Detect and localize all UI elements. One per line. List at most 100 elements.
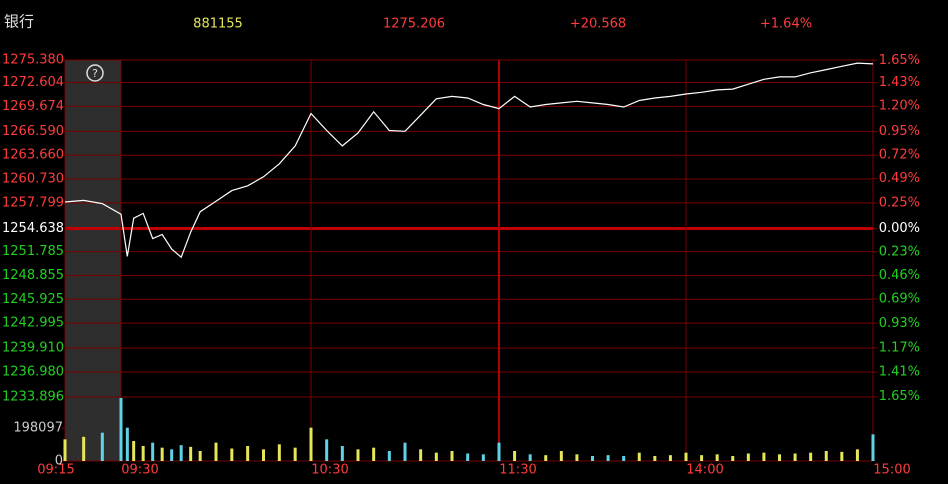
y2-tick-label: 1.20% (879, 99, 920, 114)
y-tick-label: 1233.896 (2, 390, 64, 405)
y2-tick-label: 1.65% (879, 53, 920, 68)
y2-tick-label: 0.49% (879, 171, 920, 186)
volume-bar (606, 455, 610, 461)
y-tick-label: 1266.590 (2, 124, 64, 139)
volume-bar (340, 446, 344, 461)
volume-bar (262, 449, 265, 461)
plot-frame (64, 59, 874, 462)
y2-tick-label: 0.46% (879, 268, 920, 283)
volume-bar (809, 452, 813, 461)
volume-bar (198, 451, 202, 461)
volume-bar (793, 453, 797, 461)
volume-bar (855, 449, 859, 461)
volume-bar (125, 427, 129, 461)
y2-tick-label: 1.17% (879, 340, 920, 355)
y-tick-label: 1272.604 (2, 75, 64, 90)
y-tick-label: 1239.910 (2, 341, 64, 356)
y2-tick-label: 0.69% (879, 291, 920, 306)
x-tick-label: 11:30 (499, 463, 536, 478)
volume-bar (277, 444, 281, 461)
volume-bar (778, 454, 781, 461)
volume-bar (132, 441, 136, 461)
volume-bar (119, 398, 123, 461)
y-tick-label: 1263.660 (2, 148, 64, 163)
volume-bar (840, 451, 844, 461)
x-tick-label: 10:30 (311, 463, 348, 478)
y-tick-label: 1248.855 (2, 268, 64, 283)
sector-name: 银行 (4, 13, 34, 31)
volume-bar (293, 447, 297, 461)
y2-tick-label: 1.65% (879, 389, 920, 404)
volume-bar (230, 448, 234, 461)
volume-bar (513, 451, 517, 461)
volume-bar (214, 442, 218, 461)
volume-bar (700, 455, 704, 461)
y-tick-label: 1236.980 (2, 364, 64, 379)
volume-bar (170, 449, 174, 461)
volume-bar (403, 442, 407, 461)
volume-bar (179, 445, 183, 461)
volume-bar (100, 432, 104, 461)
y2-tick-label: 0.00% (879, 221, 920, 236)
volume-bar (141, 446, 145, 461)
volume-bar (653, 456, 657, 461)
volume-bar (544, 455, 548, 461)
volume-bar (434, 452, 438, 461)
volume-bar (309, 427, 313, 461)
volume-bar (372, 447, 376, 461)
volume-bar (871, 434, 875, 461)
volume-bar (387, 451, 391, 461)
volume-bar (160, 447, 164, 461)
volume-bar (246, 446, 250, 461)
y-tick-label: 1275.380 (2, 53, 64, 68)
volume-bar (151, 442, 155, 461)
volume-bar (668, 455, 672, 461)
y2-tick-label: 0.93% (879, 316, 920, 331)
volume-bar (575, 454, 579, 461)
x-tick-label: 15:00 (873, 463, 910, 478)
volume-bar (824, 451, 828, 461)
volume-bar (450, 451, 454, 461)
y-tick-label: 1254.638 (2, 221, 64, 236)
volume-bar (419, 449, 423, 461)
volume-tick-label: 198097 (13, 420, 63, 435)
change: +20.568 (570, 17, 626, 32)
volume-bar (559, 451, 563, 461)
volume-bar (762, 452, 766, 461)
y2-tick-label: 1.43% (879, 75, 920, 90)
volume-bar (622, 456, 626, 461)
volume-bar (746, 453, 750, 461)
volume-bar (189, 446, 193, 461)
price-line (64, 62, 874, 259)
help-icon[interactable] (86, 64, 104, 82)
y2-tick-label: 0.72% (879, 148, 920, 163)
x-tick-label: 09:15 (37, 463, 74, 478)
x-tick-label: 14:00 (686, 463, 723, 478)
volume-bar (715, 454, 719, 461)
volume-bar (637, 452, 641, 461)
y-tick-label: 1260.730 (2, 172, 64, 187)
volume-tick-label: 0 (55, 454, 63, 469)
y-tick-label: 1269.674 (2, 99, 64, 114)
y2-tick-label: 0.95% (879, 124, 920, 139)
volume-bar (82, 436, 86, 461)
last-price: 1275.206 (383, 17, 445, 32)
y2-tick-label: 1.41% (879, 365, 920, 380)
code: 881155 (193, 17, 243, 32)
volume-bar (528, 454, 532, 461)
y-tick-label: 1242.995 (2, 316, 64, 331)
help-icon-glyph[interactable]: ? (92, 67, 98, 80)
pre-market-area (65, 60, 121, 461)
volume-bar (63, 439, 67, 461)
y-tick-label: 1245.925 (2, 292, 64, 307)
volume-bar (684, 452, 688, 461)
change-pct: +1.64% (760, 17, 812, 32)
y2-tick-label: 0.23% (879, 244, 920, 259)
x-tick-label: 09:30 (121, 463, 158, 478)
volume-bar (325, 439, 329, 461)
y-tick-label: 1251.785 (2, 244, 64, 259)
volume-bar (731, 456, 735, 461)
volume-bar (481, 454, 485, 461)
volume-bar (591, 456, 594, 461)
